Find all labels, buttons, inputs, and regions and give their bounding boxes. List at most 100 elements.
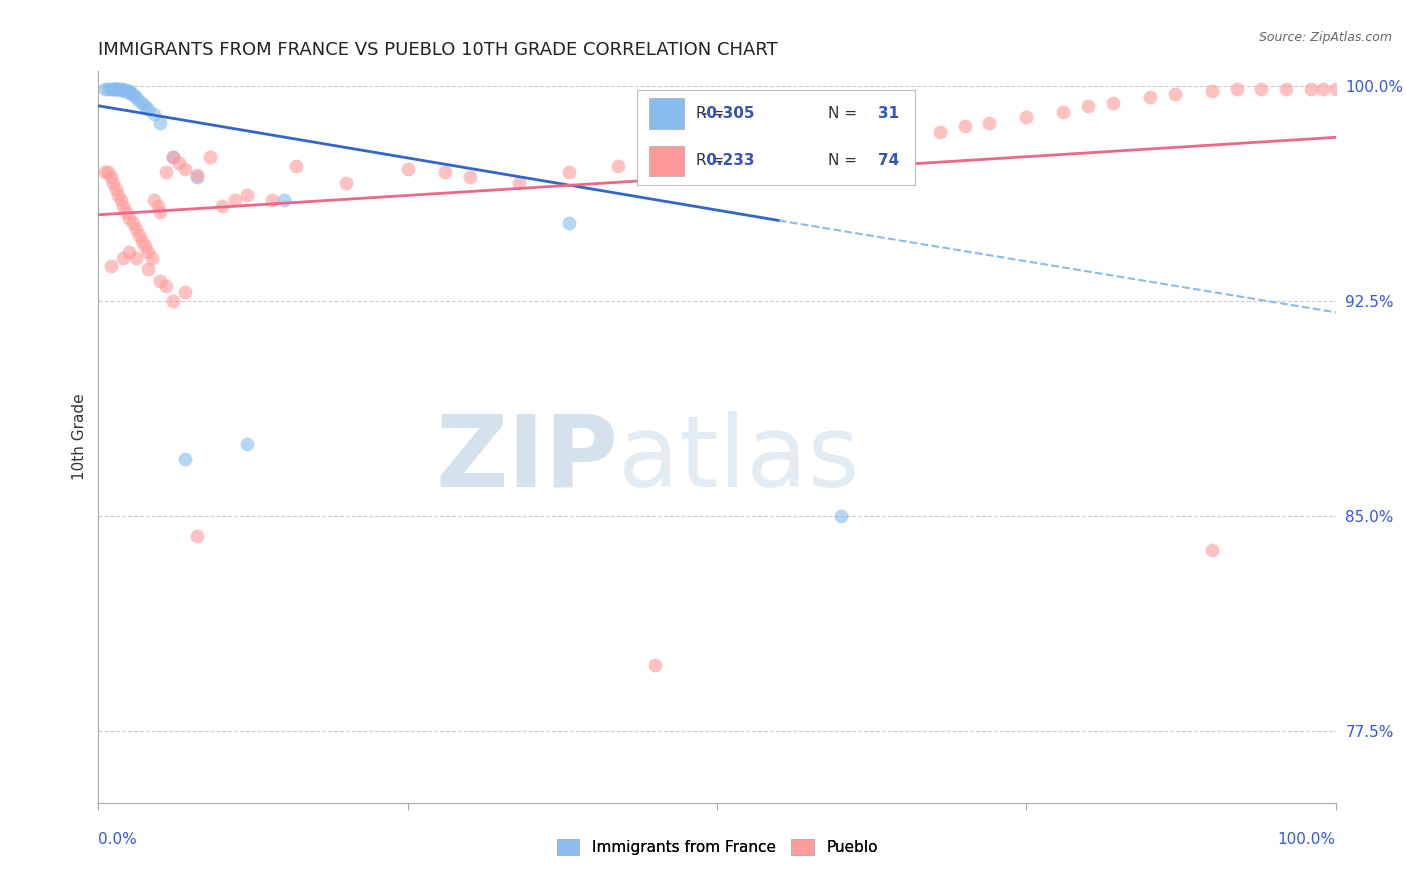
Point <box>866 133 889 147</box>
Point <box>149 116 172 130</box>
Point <box>396 161 419 176</box>
Point <box>174 161 197 176</box>
Point <box>141 251 163 265</box>
Point <box>1201 543 1223 558</box>
Point <box>117 85 139 99</box>
Point <box>93 81 115 95</box>
Point <box>103 81 125 95</box>
Point <box>607 159 630 173</box>
FancyBboxPatch shape <box>650 98 683 128</box>
Point <box>198 150 221 164</box>
Point <box>134 99 156 113</box>
Point <box>162 150 184 164</box>
Point <box>1015 110 1038 124</box>
Point <box>107 187 129 202</box>
Legend: Immigrants from France, Pueblo: Immigrants from France, Pueblo <box>550 833 884 861</box>
Point <box>830 139 852 153</box>
Point <box>112 81 135 95</box>
Point <box>146 199 169 213</box>
Point <box>110 81 132 95</box>
FancyBboxPatch shape <box>637 90 915 185</box>
Text: atlas: atlas <box>619 410 859 508</box>
Text: IMMIGRANTS FROM FRANCE VS PUEBLO 10TH GRADE CORRELATION CHART: IMMIGRANTS FROM FRANCE VS PUEBLO 10TH GR… <box>98 41 778 59</box>
Point <box>118 245 141 260</box>
Point <box>136 245 159 260</box>
Point <box>1077 99 1099 113</box>
Point <box>644 658 666 673</box>
Text: N =: N = <box>828 153 858 169</box>
Point <box>768 150 790 164</box>
Point <box>1324 81 1347 95</box>
Point <box>174 451 197 466</box>
Point <box>124 251 146 265</box>
Point <box>93 165 115 179</box>
Point <box>1226 81 1249 95</box>
Point <box>162 293 184 308</box>
Point <box>155 165 177 179</box>
Point <box>104 81 127 95</box>
Point <box>114 205 136 219</box>
Point <box>143 194 166 208</box>
Text: 100.0%: 100.0% <box>1278 832 1336 847</box>
Point <box>186 170 208 185</box>
Point <box>731 159 754 173</box>
Point <box>97 165 120 179</box>
Point <box>149 274 172 288</box>
Y-axis label: 10th Grade: 10th Grade <box>72 393 87 481</box>
Text: R =: R = <box>696 106 724 121</box>
Point <box>105 81 128 95</box>
Point <box>236 437 259 451</box>
Point <box>1250 81 1272 95</box>
Point <box>118 85 141 99</box>
Text: N =: N = <box>828 106 858 121</box>
Point <box>124 222 146 236</box>
Point <box>112 251 135 265</box>
Point <box>107 81 129 95</box>
Point <box>335 176 357 190</box>
Point <box>124 90 146 104</box>
Point <box>131 234 153 248</box>
Point <box>128 227 150 242</box>
Point <box>273 194 295 208</box>
Point <box>110 194 132 208</box>
Point <box>1275 81 1298 95</box>
Point <box>953 119 976 133</box>
Point <box>433 165 456 179</box>
Point <box>100 170 122 185</box>
Point <box>136 262 159 277</box>
Point <box>804 145 827 159</box>
Point <box>104 182 127 196</box>
Point <box>100 260 122 274</box>
FancyBboxPatch shape <box>650 145 683 177</box>
Point <box>891 130 914 145</box>
Point <box>236 187 259 202</box>
Point <box>1102 95 1125 110</box>
Point <box>508 176 530 190</box>
Point <box>1299 81 1322 95</box>
Point <box>1164 87 1187 102</box>
Point <box>103 81 125 95</box>
Point <box>557 165 579 179</box>
Point <box>706 165 728 179</box>
Point <box>134 239 156 253</box>
Point <box>127 93 149 107</box>
Point <box>115 85 138 99</box>
Point <box>112 85 135 99</box>
Point <box>1201 85 1223 99</box>
Point <box>97 81 120 95</box>
Point <box>162 150 184 164</box>
Text: 31: 31 <box>877 106 898 121</box>
Text: Source: ZipAtlas.com: Source: ZipAtlas.com <box>1258 31 1392 45</box>
Point <box>112 199 135 213</box>
Point <box>644 150 666 164</box>
Point <box>143 107 166 121</box>
Point <box>557 216 579 230</box>
Text: -0.305: -0.305 <box>700 106 754 121</box>
Point <box>224 194 246 208</box>
Point <box>260 194 283 208</box>
Point <box>174 285 197 300</box>
Text: R =: R = <box>696 153 724 169</box>
Point <box>149 205 172 219</box>
Point <box>928 125 950 139</box>
Text: 74: 74 <box>877 153 900 169</box>
